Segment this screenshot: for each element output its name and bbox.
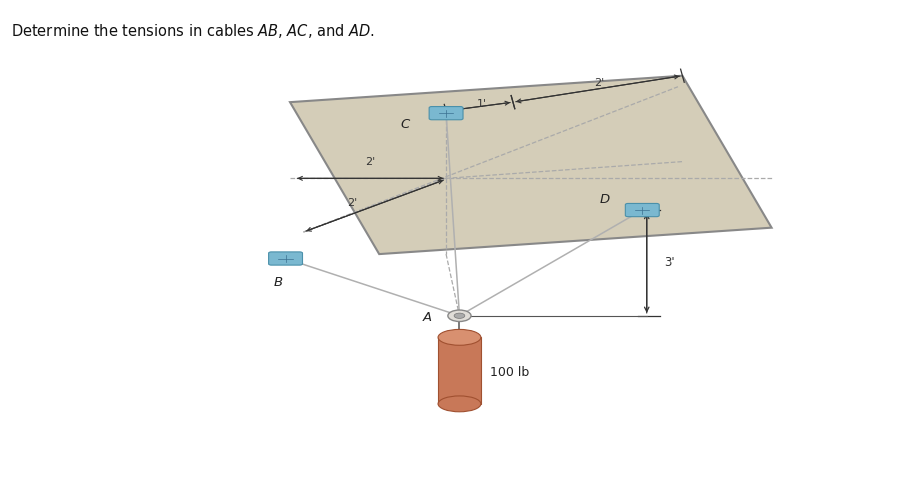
Ellipse shape — [438, 330, 480, 345]
FancyBboxPatch shape — [268, 252, 302, 265]
Text: 3': 3' — [664, 257, 675, 270]
Text: $A$: $A$ — [422, 312, 433, 324]
Ellipse shape — [438, 396, 480, 412]
Text: 2': 2' — [348, 198, 358, 209]
Circle shape — [448, 310, 471, 321]
Text: Determine the tensions in cables $AB$, $AC$, and $AD$.: Determine the tensions in cables $AB$, $… — [11, 22, 375, 40]
Text: 1': 1' — [477, 99, 487, 109]
Polygon shape — [290, 76, 772, 254]
Text: $C$: $C$ — [400, 118, 411, 131]
FancyBboxPatch shape — [438, 337, 480, 404]
Text: $B$: $B$ — [273, 276, 284, 289]
Text: 2': 2' — [593, 78, 604, 88]
Text: 2': 2' — [365, 157, 376, 167]
FancyBboxPatch shape — [430, 106, 463, 120]
Text: $D$: $D$ — [599, 193, 611, 206]
Text: 100 lb: 100 lb — [490, 365, 529, 378]
Circle shape — [454, 313, 465, 318]
FancyBboxPatch shape — [625, 203, 659, 217]
